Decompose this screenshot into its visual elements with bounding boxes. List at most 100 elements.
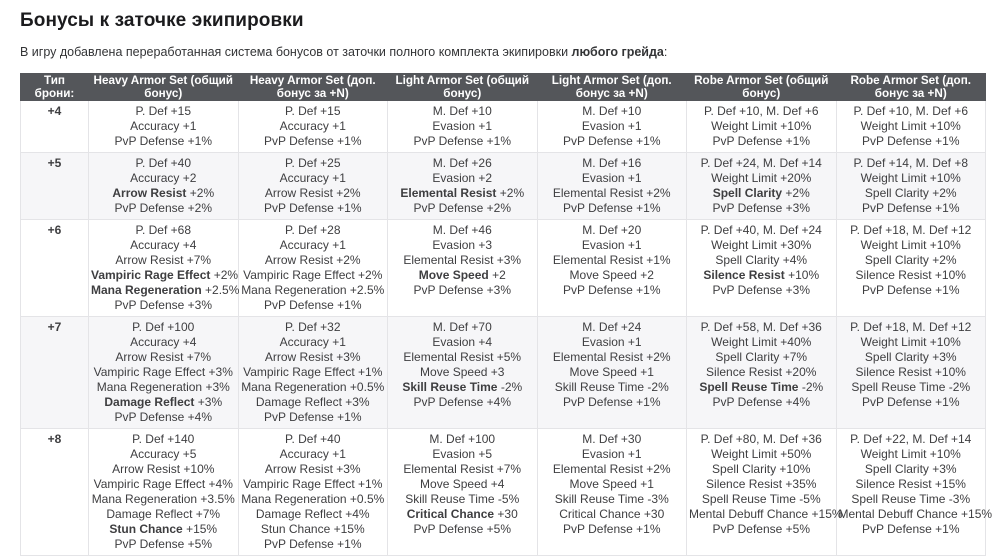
bonus-line: Skill Reuse Time -2% xyxy=(554,380,669,394)
bonus-line: PvP Defense +1% xyxy=(562,283,661,297)
column-header-5: Robe Armor Set (общий бонус) xyxy=(686,73,837,101)
bonus-line: Elemental Resist +5% xyxy=(403,350,522,364)
bonus-line: Silence Resist +15% xyxy=(855,477,966,491)
bonus-cell-2: M. Def +46 Evasion +3 Elemental Resist +3%… xyxy=(387,219,538,317)
bonus-line: Elemental Resist +2% xyxy=(552,186,671,200)
bonus-line: Accuracy +4 xyxy=(130,335,197,349)
bonus-line: PvP Defense +3% xyxy=(712,283,810,297)
bonus-line: Skill Reuse Time -5% xyxy=(405,492,520,506)
bonus-line: Arrow Resist +7% xyxy=(115,350,212,364)
enchant-bonus-table: Тип брони: Heavy Armor Set (общий бонус) H… xyxy=(20,73,993,556)
bonus-line: PvP Defense +1% xyxy=(712,134,810,148)
bonus-line: Elemental Resist +1% xyxy=(552,253,671,267)
bonus-line: PvP Defense +1% xyxy=(861,283,960,297)
column-header-1: Heavy Armor Set (общий бонус) xyxy=(88,73,239,101)
bonus-cell-0: P. Def +100 Accuracy +4 Arrow Resist +7% Va… xyxy=(88,316,239,429)
bonus-line: Vampiric Rage Effect +1% xyxy=(243,365,383,379)
bonus-cell-1: P. Def +25 Accuracy +1 Arrow Resist +2% PvP… xyxy=(237,152,388,220)
bonus-line: Damage Reflect +3% xyxy=(255,395,370,409)
bonus-cell-3: M. Def +10 Evasion +1 PvP Defense +1% xyxy=(536,100,687,153)
bonus-line: M. Def +10 xyxy=(582,104,642,118)
bonus-line: Stun Chance +15% xyxy=(260,522,365,536)
bonus-cell-1: P. Def +40 Accuracy +1 Arrow Resist +3% Vam… xyxy=(237,428,388,556)
bonus-line: PvP Defense +1% xyxy=(562,522,661,536)
table-row-+6: +6 P. Def +68 Accuracy +4 Arrow Resist +7% V… xyxy=(20,219,986,317)
bonus-line: Vampiric Rage Effect +3% xyxy=(93,365,233,379)
bonus-line: Weight Limit +10% xyxy=(860,238,961,252)
grade-cell: +8 xyxy=(20,428,89,556)
bonus-line: Weight Limit +10% xyxy=(860,119,961,133)
bonus-cell-2: M. Def +100 Evasion +5 Elemental Resist +7… xyxy=(387,428,538,556)
bonus-line: P. Def +80, M. Def +36 xyxy=(700,432,822,446)
bonus-line: PvP Defense +5% xyxy=(712,522,810,536)
bonus-line: Arrow Resist +10% xyxy=(112,462,215,476)
bonus-line: Accuracy +1 xyxy=(279,335,346,349)
bonus-line: Elemental Resist +3% xyxy=(403,253,522,267)
bonus-line: P. Def +40 xyxy=(285,432,341,446)
bonus-line: P. Def +100 xyxy=(132,320,195,334)
column-header-3: Light Armor Set (общий бонус) xyxy=(387,73,538,101)
bonus-line: Mana Regeneration +2.5% xyxy=(91,283,240,297)
bonus-line: Move Speed +1 xyxy=(569,477,654,491)
bonus-line: Skill Reuse Time -3% xyxy=(554,492,669,506)
bonus-line: Mental Debuff Chance +15% xyxy=(838,507,993,521)
bonus-line: PvP Defense +1% xyxy=(562,395,661,409)
bonus-line: P. Def +25 xyxy=(285,156,341,170)
bonus-line: P. Def +40, M. Def +24 xyxy=(700,223,822,237)
bonus-line: P. Def +140 xyxy=(132,432,195,446)
bonus-line: P. Def +10, M. Def +6 xyxy=(703,104,819,118)
bonus-cell-0: P. Def +140 Accuracy +5 Arrow Resist +10% V… xyxy=(88,428,239,556)
bonus-line: Evasion +1 xyxy=(432,119,493,133)
bonus-line: Accuracy +1 xyxy=(130,119,197,133)
bonus-line: P. Def +18, M. Def +12 xyxy=(850,320,972,334)
bonus-line: PvP Defense +5% xyxy=(114,537,212,551)
bonus-line: Silence Resist +35% xyxy=(706,477,817,491)
bonus-cell-4: P. Def +40, M. Def +24 Weight Limit +30% S… xyxy=(686,219,837,317)
bonus-line: Vampiric Rage Effect +2% xyxy=(243,268,383,282)
bonus-line: Accuracy +1 xyxy=(279,119,346,133)
bonus-line: Arrow Resist +3% xyxy=(264,350,361,364)
bonus-cell-5: P. Def +18, M. Def +12 Weight Limit +10% S… xyxy=(835,219,986,317)
bonus-line: Evasion +1 xyxy=(581,119,642,133)
bonus-line: Weight Limit +10% xyxy=(860,447,961,461)
bonus-line: PvP Defense +3% xyxy=(114,298,212,312)
bonus-line: Arrow Resist +3% xyxy=(264,462,361,476)
bonus-cell-3: M. Def +16 Evasion +1 Elemental Resist +2%… xyxy=(536,152,687,220)
bonus-line: PvP Defense +1% xyxy=(263,201,362,215)
bonus-line: Accuracy +5 xyxy=(130,447,197,461)
bonus-line: Spell Reuse Time -2% xyxy=(851,380,971,394)
column-header-0: Тип брони: xyxy=(20,73,89,101)
bonus-line: Damage Reflect +4% xyxy=(255,507,370,521)
table-body: +4 P. Def +15 Accuracy +1 PvP Defense +1% P.… xyxy=(20,100,993,556)
bonus-line: M. Def +26 xyxy=(432,156,492,170)
bonus-line: Vampiric Rage Effect +2% xyxy=(91,268,239,282)
bonus-line: Spell Reuse Time -2% xyxy=(699,380,824,394)
bonus-line: P. Def +58, M. Def +36 xyxy=(700,320,822,334)
bonus-line: Arrow Resist +2% xyxy=(112,186,215,200)
bonus-line: Damage Reflect +3% xyxy=(104,395,223,409)
grade-cell: +7 xyxy=(20,316,89,429)
bonus-line: Mental Debuff Chance +15% xyxy=(689,507,843,521)
column-header-4: Light Armor Set (доп. бонус за +N) xyxy=(536,73,687,101)
bonus-line: PvP Defense +1% xyxy=(562,201,661,215)
bonus-line: PvP Defense +1% xyxy=(263,410,362,424)
bonus-line: Weight Limit +10% xyxy=(860,171,961,185)
bonus-line: P. Def +10, M. Def +6 xyxy=(853,104,968,118)
bonus-line: M. Def +70 xyxy=(432,320,492,334)
bonus-line: PvP Defense +1% xyxy=(861,201,960,215)
grade-cell: +5 xyxy=(20,152,89,220)
table-header-row: Тип брони: Heavy Armor Set (общий бонус) H… xyxy=(20,73,986,101)
bonus-line: Spell Clarity +2% xyxy=(712,186,810,200)
bonus-line: Evasion +1 xyxy=(581,335,642,349)
bonus-line: Evasion +5 xyxy=(432,447,493,461)
bonus-line: Evasion +1 xyxy=(581,171,642,185)
grade-cell: +4 xyxy=(20,100,89,153)
bonus-line: M. Def +20 xyxy=(582,223,642,237)
bonus-cell-4: P. Def +24, M. Def +14 Weight Limit +20% S… xyxy=(686,152,837,220)
bonus-line: Mana Regeneration +2.5% xyxy=(241,283,385,297)
column-header-2: Heavy Armor Set (доп. бонус за +N) xyxy=(237,73,388,101)
bonus-line: PvP Defense +4% xyxy=(413,395,511,409)
bonus-line: Silence Resist +10% xyxy=(703,268,820,282)
bonus-line: Elemental Resist +2% xyxy=(552,350,671,364)
bonus-line: PvP Defense +1% xyxy=(861,395,960,409)
